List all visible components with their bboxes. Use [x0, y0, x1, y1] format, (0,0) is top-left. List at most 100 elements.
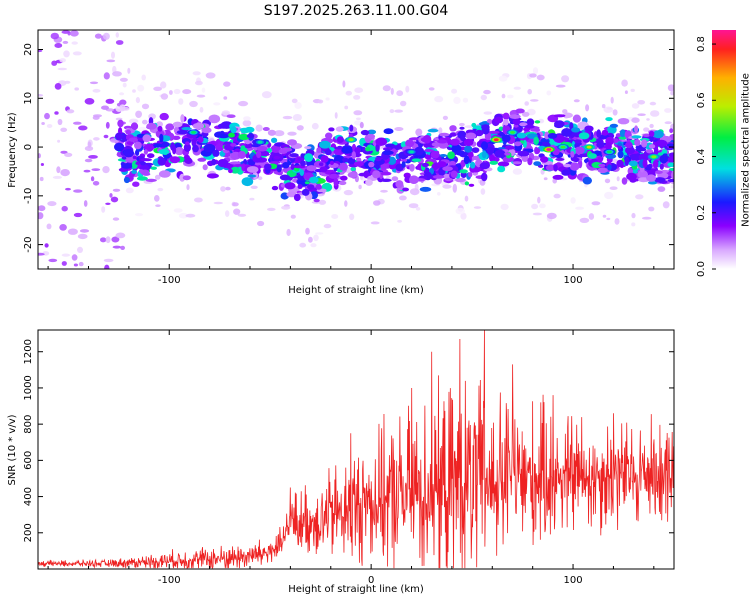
spectrogram-cell: [596, 129, 601, 138]
spectrogram-speckle: [90, 176, 95, 182]
spectrogram-cell: [230, 143, 237, 147]
spectrogram-speckle: [84, 98, 95, 105]
spectrogram-cell: [192, 144, 199, 153]
spectrogram-cell: [262, 127, 270, 131]
spectrogram-cell: [284, 182, 296, 190]
spectrogram-cell: [512, 118, 521, 126]
spectrogram-speckle: [135, 110, 143, 119]
spectrogram-cell: [215, 143, 225, 152]
spectrogram-cell: [351, 151, 356, 160]
spectrogram-speckle: [561, 75, 570, 83]
spectrogram-cell: [617, 118, 630, 125]
spectrogram-speckle: [38, 212, 44, 220]
spectrogram-cell: [667, 162, 674, 167]
spectrogram-cell: [634, 139, 641, 147]
spectrogram-cell: [655, 170, 663, 175]
snr-y-tick-label: 800: [23, 415, 34, 434]
spectrogram-speckle: [141, 74, 146, 81]
spectrogram-cell: [172, 121, 183, 128]
spectrogram-cell: [631, 135, 642, 139]
spectrogram-cell: [136, 176, 148, 181]
spectrogram-cell: [533, 161, 542, 167]
spectrogram-cell: [442, 166, 453, 172]
spectrogram-speckle: [631, 212, 636, 219]
spectrogram-cell: [455, 150, 465, 156]
spectrogram-speckle: [71, 41, 78, 45]
spectrogram-y-tick-label: -10: [23, 188, 34, 204]
spectrogram-cell: [318, 162, 324, 167]
spectrogram-speckle: [292, 114, 302, 121]
spectrogram-speckle: [591, 201, 601, 206]
spectrogram-cell: [533, 136, 539, 146]
spectrogram-speckle: [603, 106, 614, 113]
spectrogram-cell: [468, 183, 475, 187]
spectrogram-cell: [229, 161, 241, 165]
spectrogram-speckle: [73, 212, 83, 218]
spectrogram-speckle: [501, 93, 506, 99]
spectrogram-cell: [165, 123, 175, 131]
spectrogram-cell: [649, 134, 654, 143]
spectrogram-speckle: [84, 146, 94, 151]
spectrogram-cell: [652, 159, 659, 169]
spectrogram-cell: [217, 159, 229, 168]
spectrogram-speckle: [353, 95, 361, 100]
spectrogram-cell: [395, 180, 404, 189]
spectrogram-speckle: [612, 109, 618, 116]
spectrogram-y-axis-label: Frequency (Hz): [7, 112, 18, 188]
spectrogram-cell: [297, 157, 305, 162]
spectrogram-x-tick-label: 0: [368, 275, 374, 286]
spectrogram-cell: [481, 150, 487, 159]
spectrogram-speckle: [543, 177, 548, 180]
spectrogram-speckle: [111, 51, 115, 59]
spectrogram-speckle: [442, 184, 452, 189]
chart-title: S197.2025.263.11.00.G04: [264, 3, 449, 19]
spectrogram-speckle: [132, 89, 136, 93]
spectrogram-speckle: [641, 216, 652, 220]
spectrogram-speckle: [185, 213, 196, 218]
spectrogram-speckle: [294, 102, 302, 109]
spectrogram-speckle: [242, 119, 252, 127]
spectrogram-cell: [355, 157, 362, 162]
spectrogram-cell: [502, 112, 510, 120]
spectrogram-cell: [150, 166, 157, 170]
spectrogram-cell: [367, 129, 377, 135]
snr-panel: -100 0 100 200 400 600 800 1000 1200 Height of s…: [7, 329, 675, 595]
spectrogram-speckle: [308, 236, 313, 243]
spectrogram-speckle: [213, 201, 223, 205]
spectrogram-speckle: [299, 242, 307, 248]
spectrogram-speckle: [103, 258, 114, 263]
spectrogram-speckle: [40, 163, 45, 166]
spectrogram-speckle: [455, 207, 465, 215]
spectrogram-speckle: [93, 114, 102, 118]
spectrogram-speckle: [349, 213, 355, 221]
spectrogram-cell: [156, 121, 163, 128]
spectrogram-speckle: [529, 73, 537, 78]
spectrogram-cell: [146, 153, 155, 159]
spectrogram-cell: [670, 123, 674, 130]
spectrogram-cell: [383, 128, 394, 135]
spectrogram-cell: [125, 129, 132, 135]
spectrogram-speckle: [650, 110, 660, 117]
spectrogram-speckle: [67, 228, 78, 235]
spectrogram-cell: [180, 114, 185, 123]
spectrogram-cell: [240, 145, 246, 152]
spectrogram-cell: [300, 160, 306, 167]
spectrogram-speckle: [442, 115, 448, 120]
spectrogram-speckle: [296, 125, 304, 131]
spectrogram-y-tick-label: 0: [23, 144, 34, 150]
spectrogram-cell: [647, 181, 658, 185]
spectrogram-cell: [138, 169, 144, 174]
spectrogram-speckle: [305, 227, 310, 235]
spectrogram-cell: [449, 132, 457, 137]
spectrogram-cell: [415, 128, 423, 137]
spectrogram-speckle: [342, 80, 346, 88]
spectrogram-speckle: [100, 237, 107, 243]
spectrogram-y-tick-label: 10: [23, 92, 34, 105]
spectrogram-cell: [468, 172, 473, 178]
spectrogram-cell: [146, 122, 157, 130]
spectrogram-speckle: [194, 197, 203, 203]
spectrogram-cell: [271, 185, 279, 191]
spectrogram-speckle: [105, 98, 115, 104]
